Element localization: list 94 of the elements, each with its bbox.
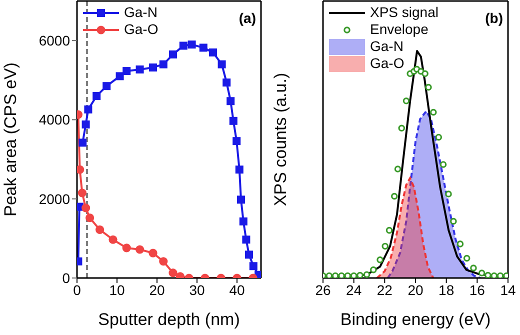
point [435, 134, 442, 141]
x-tick-label: 0 [73, 282, 82, 298]
point [382, 242, 389, 250]
point [84, 105, 92, 114]
point [102, 82, 111, 90]
point [350, 272, 358, 278]
y-tick-label: 0 [62, 270, 70, 286]
point [456, 240, 464, 248]
legend-label: Ga-N [124, 4, 158, 21]
point [363, 271, 370, 278]
point [86, 214, 94, 222]
point [249, 262, 258, 270]
point [92, 92, 101, 100]
point [168, 268, 178, 278]
point [148, 248, 158, 258]
x-tick-label: 24 [346, 282, 362, 298]
point [96, 225, 104, 234]
point [450, 218, 457, 225]
point [149, 63, 157, 72]
x-axis-title: Sputter depth (nm) [98, 310, 240, 329]
text: (b) [485, 10, 503, 26]
point [402, 98, 410, 104]
point [78, 188, 86, 198]
point [356, 272, 364, 278]
point [122, 244, 131, 252]
point [344, 272, 352, 278]
x-tick-label: 26 [315, 282, 331, 298]
point [425, 84, 432, 91]
point [440, 161, 447, 168]
point [235, 166, 244, 174]
y-axis-title: Peak area (CPS eV) [1, 62, 20, 217]
point [122, 67, 131, 76]
point [77, 165, 84, 174]
point [136, 245, 144, 254]
point [232, 137, 241, 146]
point [209, 48, 217, 56]
y-tick-label: 4000 [38, 112, 70, 128]
x-tick-label: 14 [500, 282, 516, 298]
x-tick-label: 30 [189, 282, 205, 298]
point [245, 250, 253, 259]
point [237, 196, 245, 204]
point [398, 124, 406, 132]
point [159, 257, 168, 266]
point [478, 270, 486, 276]
legend-label: Ga-O [124, 21, 158, 38]
x-tick-label: 18 [438, 282, 454, 298]
legend-label: Ga-N [370, 38, 404, 55]
point [422, 70, 428, 78]
point [136, 65, 144, 74]
point [390, 192, 398, 200]
x-tick-label: 20 [408, 282, 424, 298]
point [226, 97, 235, 106]
point [326, 272, 333, 278]
point [386, 226, 393, 234]
point [239, 217, 248, 226]
legend-label: Ga-O [370, 55, 404, 72]
point [445, 190, 452, 198]
point [463, 254, 470, 262]
point [394, 166, 402, 172]
point [376, 256, 384, 264]
point [490, 272, 498, 278]
point [188, 40, 196, 49]
point [370, 266, 377, 274]
point [222, 78, 231, 87]
point [229, 116, 238, 125]
legend-label: Envelope [370, 21, 428, 38]
y-tick-label: 6000 [38, 32, 70, 49]
point [470, 264, 477, 272]
x-tick-label: 16 [469, 282, 486, 298]
point [199, 44, 208, 52]
point [484, 272, 492, 278]
point [116, 72, 124, 80]
point [82, 120, 90, 128]
point [496, 272, 504, 278]
point [179, 42, 188, 50]
point [218, 60, 226, 68]
annotation: (a) [238, 10, 256, 26]
y-tick-label: 2000 [38, 190, 70, 207]
point [82, 204, 90, 212]
x-tick-label: 40 [229, 282, 245, 298]
point [169, 50, 177, 58]
point [78, 138, 87, 147]
point [159, 60, 168, 68]
x-tick-label: 10 [109, 282, 125, 298]
x-tick-label: 20 [149, 282, 165, 298]
point [338, 272, 345, 278]
point [242, 236, 250, 244]
point [332, 272, 339, 278]
x-tick-label: 22 [376, 282, 393, 298]
x-axis-title: Binding energy (eV) [340, 310, 491, 329]
point [108, 235, 118, 244]
legend-label: XPS signal [370, 4, 438, 21]
point [430, 108, 437, 116]
y-axis-title: XPS counts (a.u.) [271, 72, 290, 206]
